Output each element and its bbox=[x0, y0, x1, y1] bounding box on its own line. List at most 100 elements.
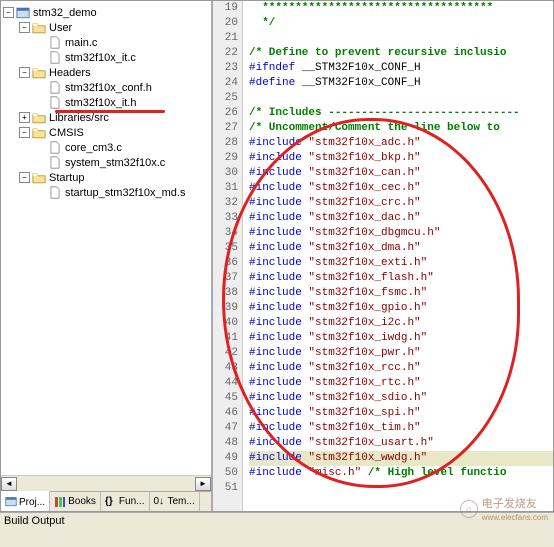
code-line[interactable]: #include "stm32f10x_sdio.h" bbox=[249, 391, 553, 406]
tab-func[interactable]: {}Fun... bbox=[101, 492, 150, 511]
code-line[interactable]: #include "stm32f10x_exti.h" bbox=[249, 256, 553, 271]
tree-node[interactable]: −User bbox=[3, 20, 209, 35]
expand-toggle[interactable]: + bbox=[19, 112, 30, 123]
code-line[interactable]: #include "stm32f10x_fsmc.h" bbox=[249, 286, 553, 301]
tab-label: Proj... bbox=[19, 497, 45, 508]
code-line[interactable]: #include "stm32f10x_pwr.h" bbox=[249, 346, 553, 361]
tree-node[interactable]: − Headers bbox=[3, 65, 209, 80]
tab-label: Fun... bbox=[119, 496, 145, 507]
file-icon bbox=[48, 156, 62, 169]
watermark: ⌂ 电子发烧友 www.elecfans.com bbox=[460, 495, 548, 523]
tree-node[interactable]: core_cm3.c bbox=[3, 140, 209, 155]
scroll-right-button[interactable]: ► bbox=[195, 477, 211, 491]
tab-temp[interactable]: 0↓Tem... bbox=[150, 492, 200, 511]
sidebar-hscroll[interactable]: ◄ ► bbox=[1, 475, 211, 491]
watermark-site: www.elecfans.com bbox=[482, 513, 548, 522]
code-line[interactable]: #include "stm32f10x_crc.h" bbox=[249, 196, 553, 211]
project-sidebar: −stm32_demo−Usermain.cstm32f10x_it.c−Hea… bbox=[1, 1, 213, 511]
expand-toggle[interactable]: − bbox=[19, 67, 30, 78]
tree-node[interactable]: stm32f10x_it.h bbox=[3, 95, 209, 110]
project-tree[interactable]: −stm32_demo−Usermain.cstm32f10x_it.c−Hea… bbox=[1, 1, 211, 475]
code-line[interactable]: #include "stm32f10x_dbgmcu.h" bbox=[249, 226, 553, 241]
tree-node-label: stm32f10x_conf.h bbox=[65, 82, 152, 94]
code-line[interactable]: #define __STM32F10x_CONF_H bbox=[249, 76, 553, 91]
file-icon bbox=[48, 36, 62, 49]
file-icon bbox=[48, 81, 62, 94]
code-line[interactable] bbox=[249, 481, 553, 496]
line-gutter: 1920212223242526272829303132333435363738… bbox=[213, 1, 243, 511]
code-line[interactable]: #include "stm32f10x_gpio.h" bbox=[249, 301, 553, 316]
code-line[interactable]: #include "stm32f10x_spi.h" bbox=[249, 406, 553, 421]
code-line[interactable]: /* Includes ----------------------------… bbox=[249, 106, 553, 121]
code-line[interactable]: #include "misc.h" /* High level functio bbox=[249, 466, 553, 481]
folder-icon bbox=[32, 111, 46, 124]
code-line[interactable]: #include "stm32f10x_dma.h" bbox=[249, 241, 553, 256]
code-line[interactable]: #include "stm32f10x_adc.h" bbox=[249, 136, 553, 151]
code-line[interactable]: #include "stm32f10x_can.h" bbox=[249, 166, 553, 181]
code-line[interactable]: #include "stm32f10x_iwdg.h" bbox=[249, 331, 553, 346]
tree-node[interactable]: startup_stm32f10x_md.s bbox=[3, 185, 209, 200]
tab-proj[interactable]: Proj... bbox=[1, 491, 50, 511]
build-output-label: Build Output bbox=[4, 515, 65, 527]
folder-icon bbox=[32, 66, 46, 79]
tree-node[interactable]: − Startup bbox=[3, 170, 209, 185]
func-icon: {} bbox=[105, 496, 117, 508]
code-line[interactable]: /* Uncomment/Comment the line below to bbox=[249, 121, 553, 136]
sidebar-tabs[interactable]: Proj...Books{}Fun...0↓Tem... bbox=[1, 491, 211, 511]
tree-node-label: Startup bbox=[49, 172, 84, 184]
tab-label: Tem... bbox=[168, 496, 195, 507]
code-line[interactable]: *********************************** bbox=[249, 1, 553, 16]
expand-toggle[interactable]: − bbox=[19, 127, 30, 138]
tree-node-label: stm32_demo bbox=[33, 7, 97, 19]
tree-node[interactable]: − stm32_demo bbox=[3, 5, 209, 20]
code-line[interactable]: #include "stm32f10x_i2c.h" bbox=[249, 316, 553, 331]
code-line[interactable]: #include "stm32f10x_tim.h" bbox=[249, 421, 553, 436]
watermark-brand: 电子发烧友 bbox=[482, 498, 537, 510]
code-line[interactable]: #include "stm32f10x_wwdg.h" bbox=[249, 451, 553, 466]
proj-icon bbox=[5, 496, 17, 508]
ide-window: −stm32_demo−Usermain.cstm32f10x_it.c−Hea… bbox=[0, 0, 554, 512]
temp-icon: 0↓ bbox=[154, 496, 166, 508]
tree-node[interactable]: −CMSIS bbox=[3, 125, 209, 140]
tab-label: Books bbox=[68, 496, 96, 507]
code-line[interactable]: #ifndef __STM32F10x_CONF_H bbox=[249, 61, 553, 76]
code-line[interactable]: #include "stm32f10x_rcc.h" bbox=[249, 361, 553, 376]
code-line[interactable]: #include "stm32f10x_usart.h" bbox=[249, 436, 553, 451]
code-area[interactable]: *********************************** */ /… bbox=[243, 1, 553, 511]
code-line[interactable]: /* Define to prevent recursive inclusio bbox=[249, 46, 553, 61]
code-line[interactable]: #include "stm32f10x_cec.h" bbox=[249, 181, 553, 196]
code-line[interactable]: */ bbox=[249, 16, 553, 31]
scroll-left-button[interactable]: ◄ bbox=[1, 477, 17, 491]
file-icon bbox=[48, 96, 62, 109]
expand-toggle[interactable]: − bbox=[19, 22, 30, 33]
tree-node[interactable]: stm32f10x_conf.h bbox=[3, 80, 209, 95]
tree-node-label: stm32f10x_it.h bbox=[65, 97, 137, 109]
file-icon bbox=[48, 186, 62, 199]
code-line[interactable]: #include "stm32f10x_bkp.h" bbox=[249, 151, 553, 166]
code-line[interactable] bbox=[249, 31, 553, 46]
tree-node[interactable]: stm32f10x_it.c bbox=[3, 50, 209, 65]
file-icon bbox=[48, 51, 62, 64]
folder-icon bbox=[32, 171, 46, 184]
watermark-logo-icon: ⌂ bbox=[460, 500, 478, 518]
code-line[interactable]: #include "stm32f10x_rtc.h" bbox=[249, 376, 553, 391]
code-line[interactable]: #include "stm32f10x_flash.h" bbox=[249, 271, 553, 286]
folder-icon bbox=[32, 126, 46, 139]
code-line[interactable]: #include "stm32f10x_dac.h" bbox=[249, 211, 553, 226]
code-editor: 1920212223242526272829303132333435363738… bbox=[213, 1, 553, 511]
tree-node-label: core_cm3.c bbox=[65, 142, 122, 154]
scroll-track[interactable] bbox=[17, 477, 195, 491]
books-icon bbox=[54, 496, 66, 508]
code-line[interactable] bbox=[249, 91, 553, 106]
file-icon bbox=[48, 141, 62, 154]
tree-node[interactable]: +Libraries/src bbox=[3, 110, 209, 125]
folder-icon bbox=[32, 21, 46, 34]
tree-node-label: main.c bbox=[65, 37, 97, 49]
tree-node-label: Headers bbox=[49, 67, 91, 79]
expand-toggle[interactable]: − bbox=[19, 172, 30, 183]
tree-node[interactable]: system_stm32f10x.c bbox=[3, 155, 209, 170]
tree-node-label: stm32f10x_it.c bbox=[65, 52, 136, 64]
tree-node[interactable]: main.c bbox=[3, 35, 209, 50]
expand-toggle[interactable]: − bbox=[3, 7, 14, 18]
tab-books[interactable]: Books bbox=[50, 492, 101, 511]
